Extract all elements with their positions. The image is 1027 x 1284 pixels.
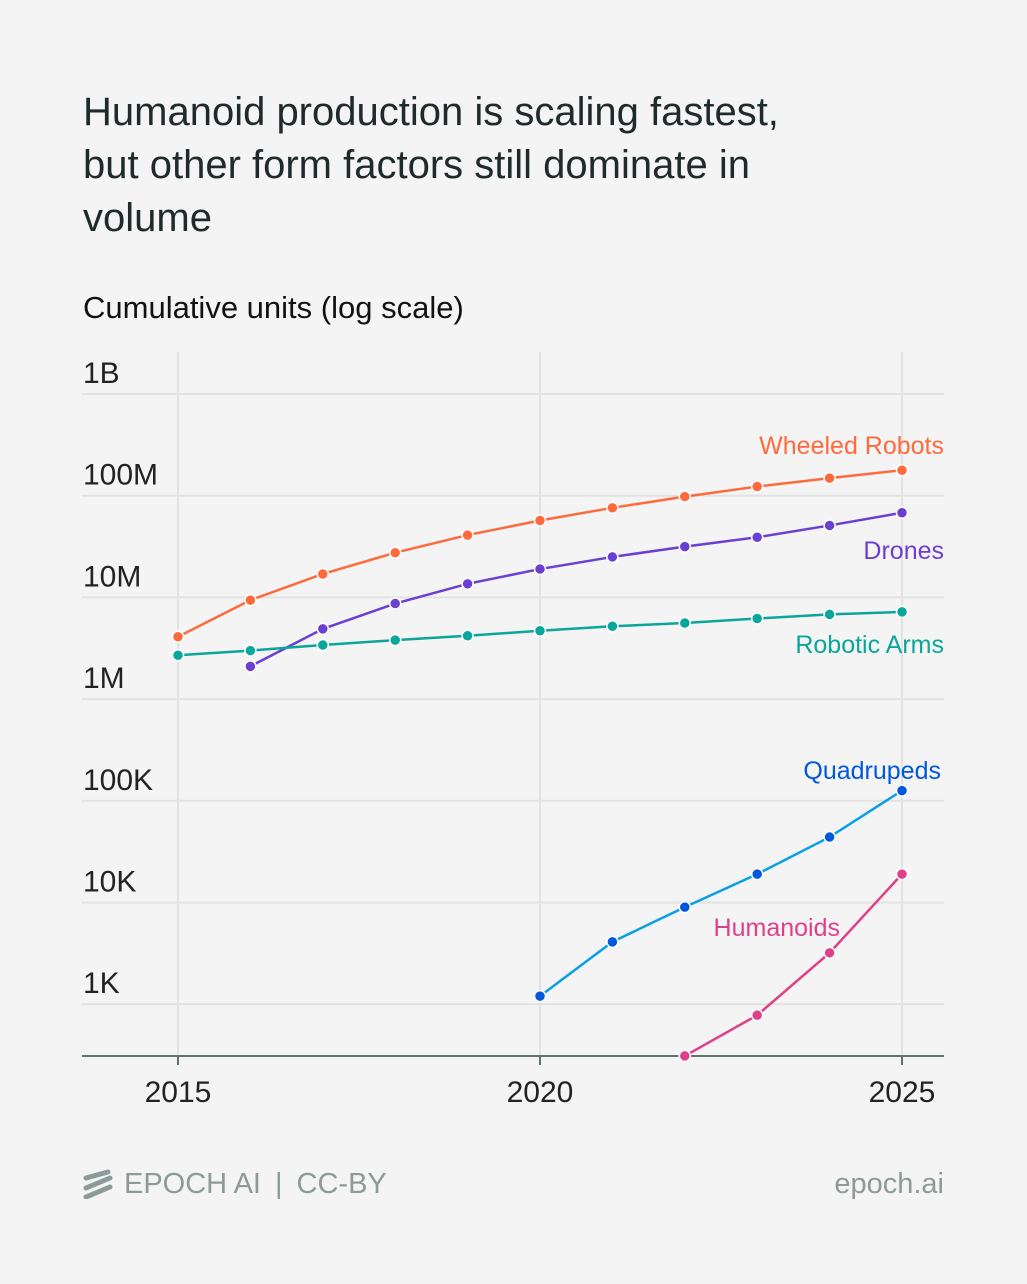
- robotic-arms-point: [750, 612, 764, 625]
- quadrupeds-point: [750, 867, 764, 881]
- y-axis-label: Cumulative units (log scale): [83, 290, 464, 325]
- drones-point: [388, 597, 402, 610]
- wheeled-robots-point: [678, 490, 692, 503]
- humanoids-point: [678, 1049, 692, 1063]
- drones-line: [249, 511, 903, 668]
- x-tick-label: 2015: [145, 1076, 212, 1109]
- robotic-arms-point: [244, 644, 257, 657]
- y-tick-label: 1B: [83, 357, 120, 390]
- robotic-arms-point: [171, 648, 185, 662]
- robotic-arms-point: [533, 624, 547, 637]
- x-tick-label: 2020: [507, 1076, 574, 1109]
- y-tick-label: 100M: [83, 459, 158, 492]
- drones-label: Drones: [863, 537, 944, 565]
- drones-point: [606, 550, 619, 564]
- y-tick-label: 1M: [83, 662, 125, 695]
- humanoids-line: [684, 873, 903, 1058]
- brand-name: EPOCH AI: [124, 1167, 261, 1200]
- humanoids-point: [895, 867, 909, 881]
- robotic-arms-point: [823, 608, 836, 621]
- wheeled-robots-point: [533, 514, 547, 527]
- wheeled-robots-label: Wheeled Robots: [759, 432, 944, 460]
- robotic-arms-label: Robotic Arms: [795, 631, 944, 659]
- quadrupeds-line: [539, 789, 903, 998]
- chart-title: Humanoid production is scaling fastest, …: [83, 90, 779, 240]
- quadrupeds-point: [606, 935, 619, 949]
- drones-point: [678, 540, 692, 553]
- robotic-arms-point: [678, 616, 692, 630]
- footer: EPOCH AI | CC-BY epoch.ai: [82, 1164, 944, 1204]
- wheeled-robots-point: [606, 501, 619, 515]
- robotic-arms-point: [461, 629, 474, 642]
- wheeled-robots-point: [244, 593, 257, 607]
- site-link[interactable]: epoch.ai: [834, 1167, 944, 1200]
- drones-point: [461, 577, 474, 591]
- wheeled-robots-point: [823, 471, 836, 485]
- drones-point: [895, 506, 909, 519]
- robotic-arms-point: [606, 620, 619, 633]
- wheeled-robots-point: [895, 463, 909, 477]
- wheeled-robots-point: [316, 567, 330, 581]
- y-tick-label: 100K: [83, 764, 153, 797]
- quadrupeds-point: [533, 989, 547, 1003]
- drones-point: [750, 531, 764, 544]
- drones-point: [316, 622, 330, 636]
- robotic-arms-point: [388, 633, 402, 647]
- drones-point: [244, 660, 257, 673]
- y-tick-label: 10K: [83, 866, 136, 899]
- quadrupeds-point: [678, 900, 692, 914]
- quadrupeds-point: [823, 830, 836, 844]
- humanoids-point: [823, 946, 836, 960]
- quadrupeds-point: [895, 784, 909, 797]
- brand: EPOCH AI: [82, 1168, 261, 1201]
- wheeled-robots-point: [461, 528, 474, 542]
- epoch-logo-icon: [83, 1169, 113, 1199]
- y-tick-label: 10M: [83, 560, 141, 593]
- license: CC-BY: [296, 1167, 387, 1200]
- drones-point: [533, 562, 547, 576]
- wheeled-robots-point: [388, 546, 402, 559]
- drones-point: [823, 519, 836, 532]
- robotic-arms-point: [895, 605, 909, 619]
- wheeled-robots-point: [750, 480, 764, 493]
- robotic-arms-point: [316, 638, 330, 652]
- wheeled-robots-point: [171, 630, 185, 644]
- humanoids-point: [750, 1008, 764, 1022]
- humanoids-label: Humanoids: [714, 914, 840, 942]
- y-tick-label: 1K: [83, 967, 120, 1000]
- quadrupeds-label: Quadrupeds: [803, 757, 941, 785]
- x-tick-label: 2025: [869, 1076, 936, 1109]
- footer-separator: |: [275, 1167, 283, 1200]
